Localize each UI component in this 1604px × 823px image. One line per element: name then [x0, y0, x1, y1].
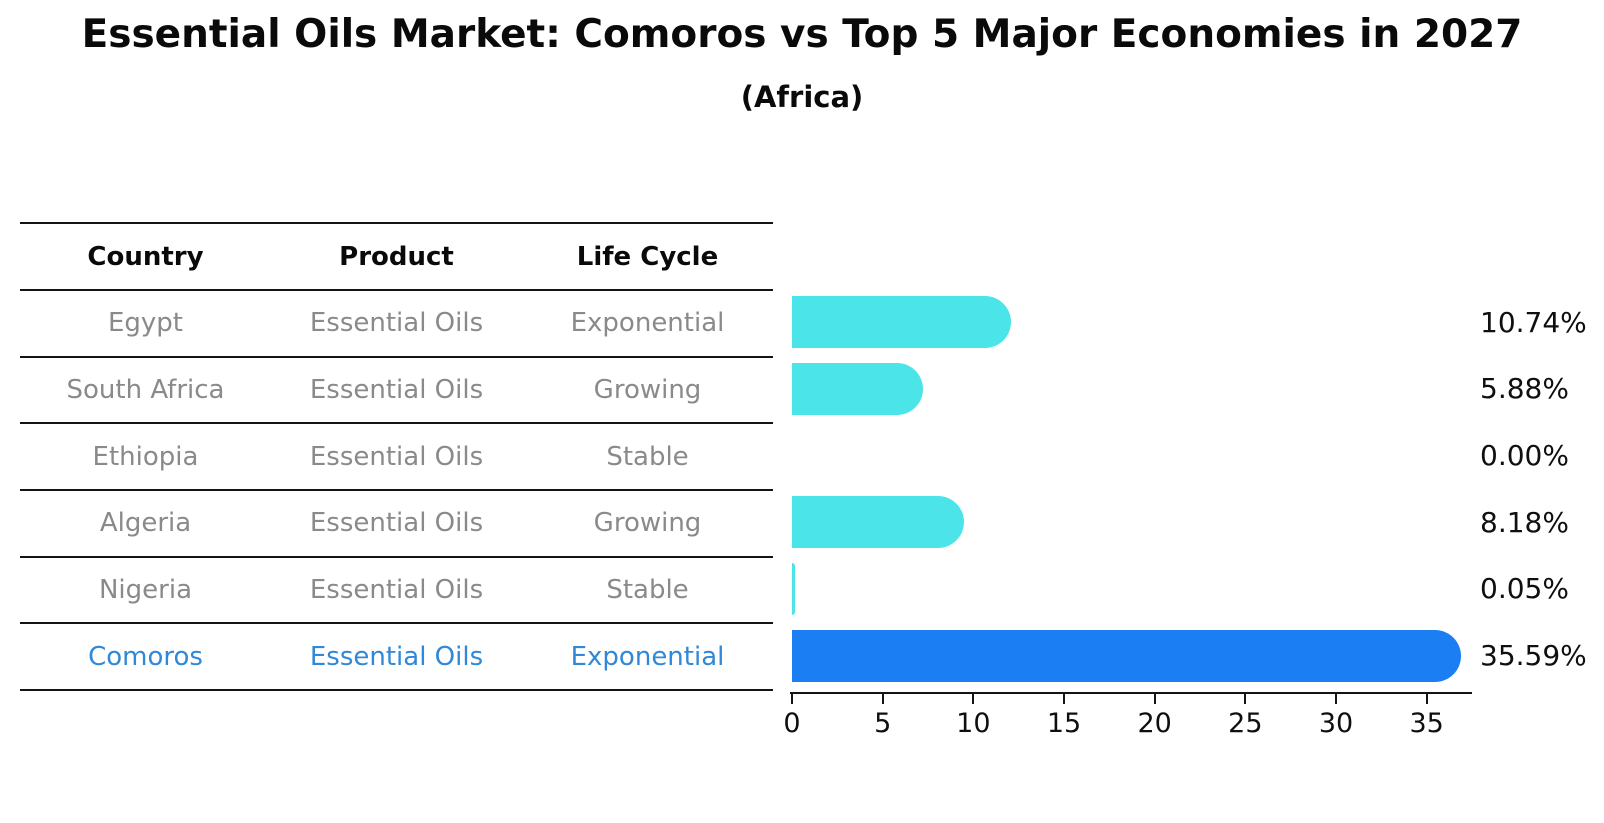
table-cell: Exponential	[570, 308, 725, 339]
x-tick-label: 0	[783, 708, 801, 739]
table-row-comoros: Comoros Essential Oils Exponential	[20, 622, 773, 692]
x-tick-mark	[881, 694, 884, 704]
bar-nigeria	[792, 563, 795, 615]
bar-plot	[792, 289, 1472, 689]
table-cell: Essential Oils	[309, 308, 484, 339]
table-cell: Exponential	[570, 641, 725, 672]
country-table: Country Product Life Cycle Egypt Essential O…	[20, 222, 773, 692]
table-cell: Stable	[606, 441, 689, 472]
x-tick-mark	[1244, 694, 1247, 704]
table-header-row: Country Product Life Cycle	[20, 222, 773, 289]
table-cell: Comoros	[88, 641, 203, 672]
table-row-nigeria: Nigeria Essential Oils Stable	[20, 555, 773, 623]
value-label-comoros: 35.59%	[1480, 639, 1587, 673]
x-tick-mark	[1153, 694, 1156, 704]
value-label-algeria: 8.18%	[1480, 505, 1569, 539]
x-axis-line	[790, 692, 1472, 694]
chart-subtitle: (Africa)	[740, 80, 864, 114]
column-header-country: Country	[87, 241, 204, 272]
table-row-egypt: Egypt Essential Oils Exponential	[20, 289, 773, 356]
x-tick-mark	[1335, 694, 1337, 704]
x-tick-label: 30	[1318, 708, 1354, 739]
x-tick-label: 20	[1137, 708, 1172, 739]
table-cell: Essential Oils	[309, 641, 484, 672]
x-tick-mark	[791, 694, 793, 704]
table-cell: Stable	[606, 575, 689, 606]
table-cell: Growing	[593, 375, 702, 406]
table-cell: Algeria	[99, 508, 192, 539]
table-row-south-africa: South Africa Essential Oils Growing	[20, 355, 773, 423]
x-tick-mark	[1425, 694, 1428, 704]
value-label-south-africa: 5.88%	[1480, 372, 1569, 406]
bar-comoros	[792, 629, 1462, 682]
value-label-egypt: 10.74%	[1480, 305, 1587, 339]
table-cell: Essential Oils	[309, 508, 484, 539]
x-tick-label: 25	[1228, 708, 1263, 739]
table-cell: South Africa	[66, 375, 225, 406]
table-cell: Ethiopia	[92, 441, 199, 472]
table-cell: Growing	[593, 508, 702, 539]
x-tick-label: 10	[956, 708, 991, 739]
x-tick-mark	[972, 694, 975, 704]
table-cell: Essential Oils	[309, 375, 484, 406]
x-tick-mark	[1063, 694, 1065, 704]
x-tick-label: 5	[874, 708, 892, 739]
column-header-life-cycle: Life Cycle	[576, 241, 719, 272]
column-header-product: Product	[339, 241, 454, 272]
table-row-ethiopia: Ethiopia Essential Oils Stable	[20, 422, 773, 489]
bar-egypt	[792, 296, 1011, 349]
bar-south-africa	[792, 363, 923, 415]
value-label-nigeria: 0.05%	[1480, 572, 1569, 606]
chart-title: Essential Oils Market: Comoros vs Top 5 …	[81, 12, 1523, 57]
x-tick-label: 15	[1046, 708, 1082, 739]
value-label-column: 10.74% 5.88% 0.00% 8.18% 0.05% 35.59%	[1480, 289, 1604, 689]
x-tick-label: 35	[1409, 708, 1444, 739]
table-cell: Egypt	[107, 308, 184, 339]
table-row-algeria: Algeria Essential Oils Growing	[20, 489, 773, 556]
value-label-ethiopia: 0.00%	[1480, 439, 1569, 473]
table-cell: Nigeria	[98, 575, 193, 606]
table-cell: Essential Oils	[309, 575, 484, 606]
bar-algeria	[792, 496, 965, 549]
table-cell: Essential Oils	[309, 441, 484, 472]
